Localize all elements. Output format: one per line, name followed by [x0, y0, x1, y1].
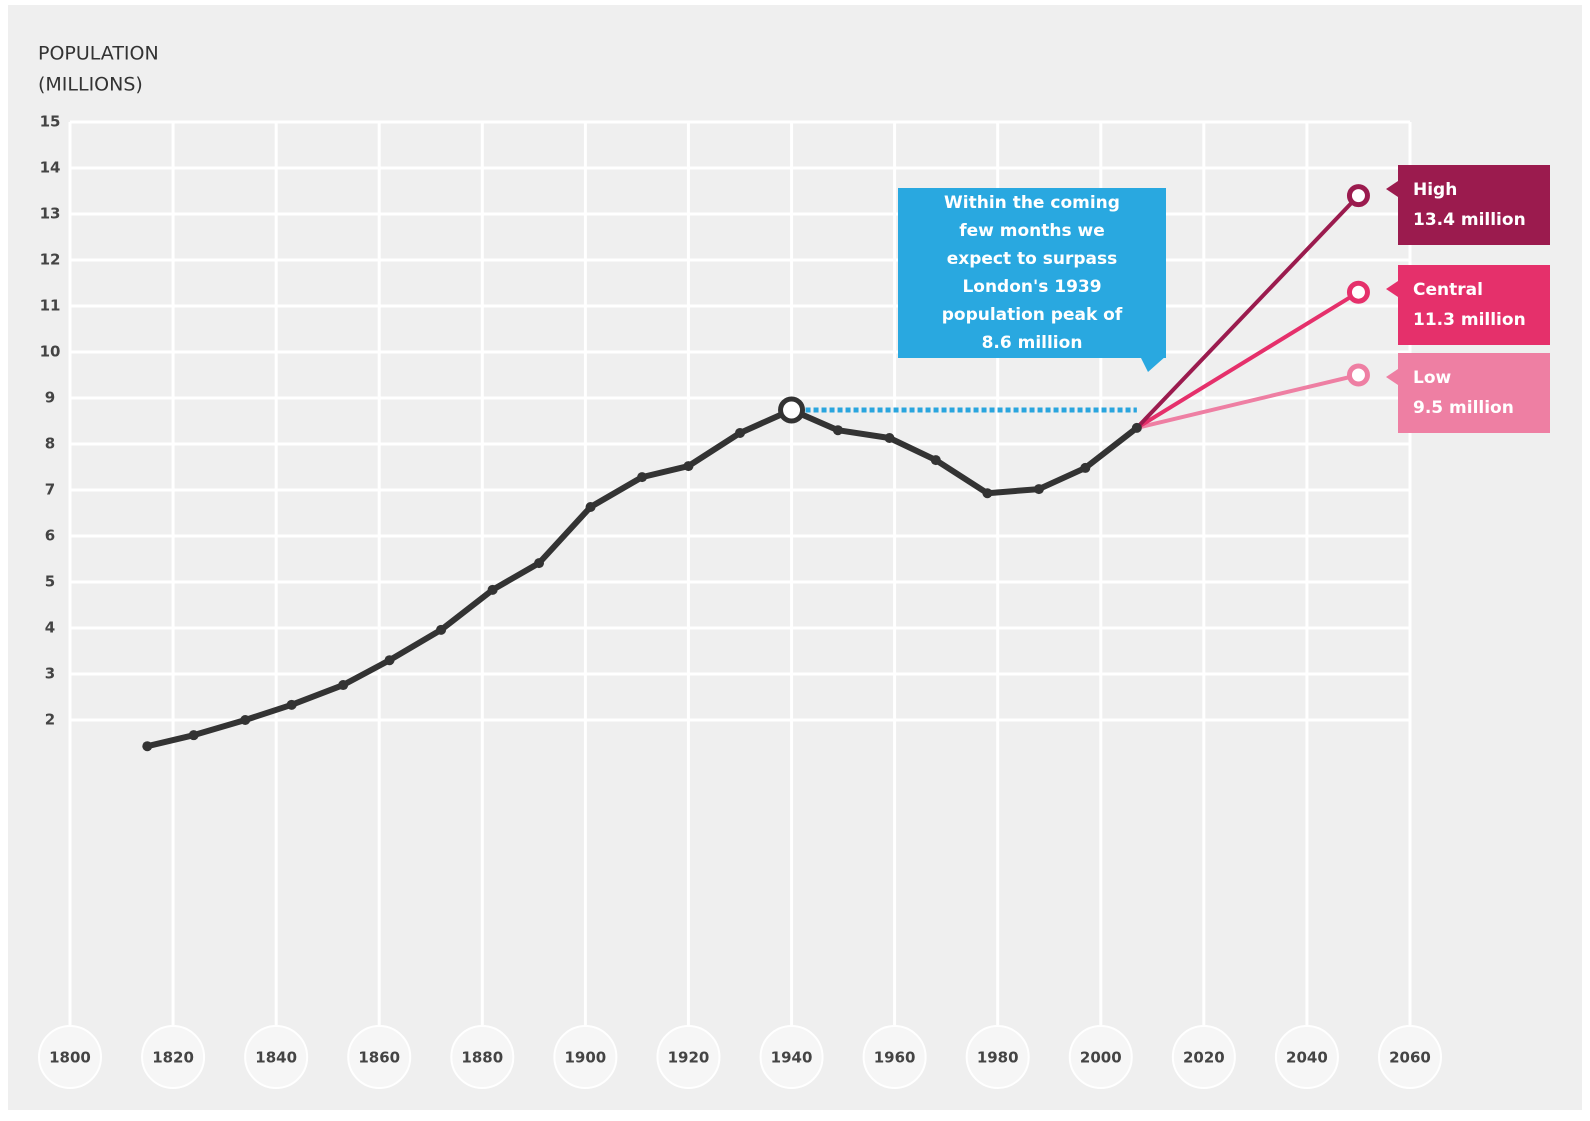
x-tick-label: 1820 [152, 1049, 194, 1067]
point [189, 730, 199, 740]
legend-box [1398, 265, 1550, 345]
legend-box [1398, 353, 1550, 433]
legend-name: Central [1413, 280, 1483, 300]
x-tick-label: 1900 [565, 1049, 607, 1067]
x-tick-label: 2020 [1183, 1049, 1225, 1067]
peak-marker [781, 399, 803, 421]
x-tick-label: 1980 [977, 1049, 1019, 1067]
point [436, 625, 446, 635]
y-tick-label: 15 [40, 113, 61, 131]
point [1132, 423, 1142, 433]
x-tick-label: 1920 [668, 1049, 710, 1067]
y-axis-label: (MILLIONS) [38, 74, 143, 96]
x-tick-label: 1880 [461, 1049, 503, 1067]
y-tick-label: 11 [40, 297, 61, 315]
point [683, 461, 693, 471]
legend-box [1398, 165, 1550, 245]
x-tick-label: 1840 [255, 1049, 297, 1067]
point [931, 455, 941, 465]
y-tick-label: 8 [45, 435, 55, 453]
y-tick-label: 14 [40, 159, 61, 177]
y-axis-label: POPULATION [38, 43, 159, 65]
projection-marker [1349, 187, 1367, 205]
x-tick-label: 2060 [1389, 1049, 1431, 1067]
point [1034, 484, 1044, 494]
y-tick-label: 6 [45, 527, 55, 545]
point [884, 433, 894, 443]
point [637, 472, 647, 482]
point [240, 715, 250, 725]
x-tick-label: 2000 [1080, 1049, 1122, 1067]
x-tick-label: 1800 [49, 1049, 91, 1067]
y-tick-label: 7 [45, 481, 55, 499]
value-label: 13.4 million [1413, 210, 1526, 230]
x-tick-label: 1940 [771, 1049, 813, 1067]
point [142, 741, 152, 751]
point [488, 585, 498, 595]
point [833, 425, 843, 435]
value-label: 9.5 million [1413, 398, 1514, 418]
chart: POPULATION (MILLIONS) 2 3 4 5 6 7 8 9 10 11 12 13 14… [0, 0, 1590, 1121]
y-tick-label: 4 [45, 619, 55, 637]
y-tick-label: 9 [45, 389, 55, 407]
y-tick-label: 5 [45, 573, 55, 591]
background [8, 5, 1582, 1110]
annotation: Within the coming few months we expect t… [898, 188, 1166, 358]
point [735, 428, 745, 438]
page: POPULATION (MILLIONS) 2 3 4 5 6 7 8 9 10 11 12 13 14… [0, 0, 1590, 1121]
y-tick-label: 3 [45, 665, 55, 683]
y-tick-label: 10 [40, 343, 61, 361]
y-tick-label: 12 [40, 251, 61, 269]
point [1080, 463, 1090, 473]
point [338, 680, 348, 690]
x-tick-label: 2040 [1286, 1049, 1328, 1067]
point [534, 558, 544, 568]
projection-marker [1349, 366, 1367, 384]
value-label: 11.3 million [1413, 310, 1526, 330]
projection-marker [1349, 283, 1367, 301]
legend-name: High [1413, 180, 1457, 200]
point [586, 502, 596, 512]
x-tick-label: 1960 [874, 1049, 916, 1067]
point [982, 488, 992, 498]
y-tick-label: 2 [45, 711, 55, 729]
point [287, 700, 297, 710]
y-tick-label: 13 [40, 205, 61, 223]
legend-name: Low [1413, 368, 1452, 388]
point [385, 655, 395, 665]
x-tick-label: 1860 [358, 1049, 400, 1067]
